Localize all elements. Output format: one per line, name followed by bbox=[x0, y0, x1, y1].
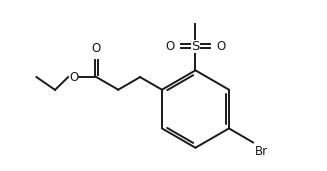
Text: O: O bbox=[92, 42, 101, 55]
Text: Br: Br bbox=[254, 144, 268, 157]
Text: O: O bbox=[165, 40, 175, 53]
Text: S: S bbox=[191, 40, 200, 53]
Text: O: O bbox=[216, 40, 226, 53]
Text: O: O bbox=[69, 71, 78, 84]
